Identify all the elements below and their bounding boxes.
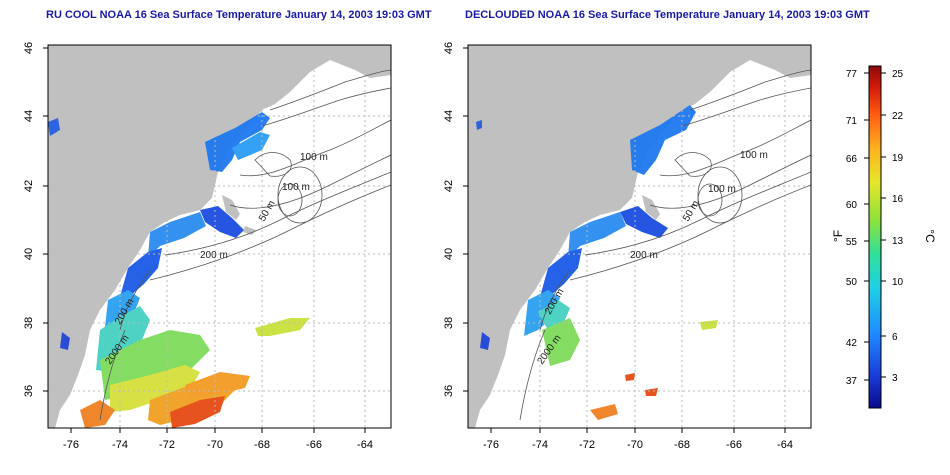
y-tick: 42 — [23, 180, 35, 192]
celsius-tick: 19 — [892, 153, 904, 164]
map-frame — [47, 44, 392, 429]
y-tick: 36 — [443, 385, 455, 397]
celsius-tick: 13 — [892, 236, 904, 247]
contour-label-100m-a: 100 m — [740, 150, 768, 161]
x-tick: -70 — [627, 439, 643, 451]
x-tick: -68 — [254, 439, 270, 451]
land-mass — [468, 45, 811, 428]
x-tick: -76 — [483, 439, 499, 451]
x-tick: -74 — [532, 439, 548, 451]
contour-label-200m: 200 m — [200, 250, 228, 261]
x-tick: -64 — [357, 439, 373, 451]
fahrenheit-tick: 77 — [846, 69, 858, 80]
celsius-tick: 25 — [892, 69, 904, 80]
celsius-tick: 3 — [892, 373, 898, 384]
y-tick: 38 — [443, 317, 455, 329]
x-tick: -76 — [63, 439, 79, 451]
land-mass — [48, 45, 391, 428]
x-tick: -72 — [159, 439, 175, 451]
right-map-title: DECLOUDED NOAA 16 Sea Surface Temperatur… — [465, 9, 870, 21]
y-tick: 46 — [443, 42, 455, 54]
contour-label-100m-a: 100 m — [300, 152, 328, 163]
fahrenheit-tick: 60 — [846, 200, 858, 211]
fahrenheit-tick: 55 — [846, 237, 858, 248]
celsius-axis-label: °C — [923, 229, 937, 243]
x-tick: -68 — [674, 439, 690, 451]
x-tick: -70 — [207, 439, 223, 451]
map-frame — [467, 44, 812, 429]
colorbar-gradient — [868, 65, 882, 409]
y-tick: 40 — [443, 248, 455, 260]
celsius-tick: 22 — [892, 111, 904, 122]
y-tick: 38 — [23, 317, 35, 329]
right-sst-map: 100 m 100 m 50 m 200 m 2000 m 200 m -76 … — [443, 42, 812, 451]
fahrenheit-tick: 37 — [846, 376, 858, 387]
fahrenheit-tick: 66 — [846, 154, 858, 165]
y-tick: 44 — [443, 110, 455, 122]
contour-label-100m-b: 100 m — [708, 184, 736, 195]
y-tick: 36 — [23, 385, 35, 397]
fahrenheit-tick: 50 — [846, 277, 858, 288]
celsius-tick: 10 — [892, 277, 904, 288]
x-tick: -66 — [726, 439, 742, 451]
sst-patches — [476, 105, 718, 420]
bathymetry-contours — [519, 69, 811, 421]
x-tick: -64 — [777, 439, 793, 451]
celsius-tick: 6 — [892, 332, 898, 343]
temperature-colorbar: 77 71 66 60 55 50 42 37 25 22 19 16 13 1… — [831, 65, 937, 409]
grid-lines — [468, 45, 811, 428]
grid-lines — [48, 45, 391, 428]
x-tick: -66 — [306, 439, 322, 451]
fahrenheit-tick: 71 — [846, 116, 858, 127]
x-tick: -74 — [112, 439, 128, 451]
contour-label-100m-b: 100 m — [282, 182, 310, 193]
contour-label-200m: 200 m — [630, 250, 658, 261]
x-tick: -72 — [579, 439, 595, 451]
fahrenheit-axis-label: °F — [831, 230, 845, 242]
y-tick: 40 — [23, 248, 35, 260]
bathymetry-contours — [99, 69, 391, 421]
left-sst-map: 100 m 100 m 50 m 200 m 2000 m 200 m -76 … — [23, 42, 392, 451]
celsius-tick: 16 — [892, 194, 904, 205]
y-tick: 44 — [23, 110, 35, 122]
y-tick: 42 — [443, 180, 455, 192]
fahrenheit-tick: 42 — [846, 338, 858, 349]
y-tick: 46 — [23, 42, 35, 54]
left-map-title: RU COOL NOAA 16 Sea Surface Temperature … — [46, 9, 432, 21]
